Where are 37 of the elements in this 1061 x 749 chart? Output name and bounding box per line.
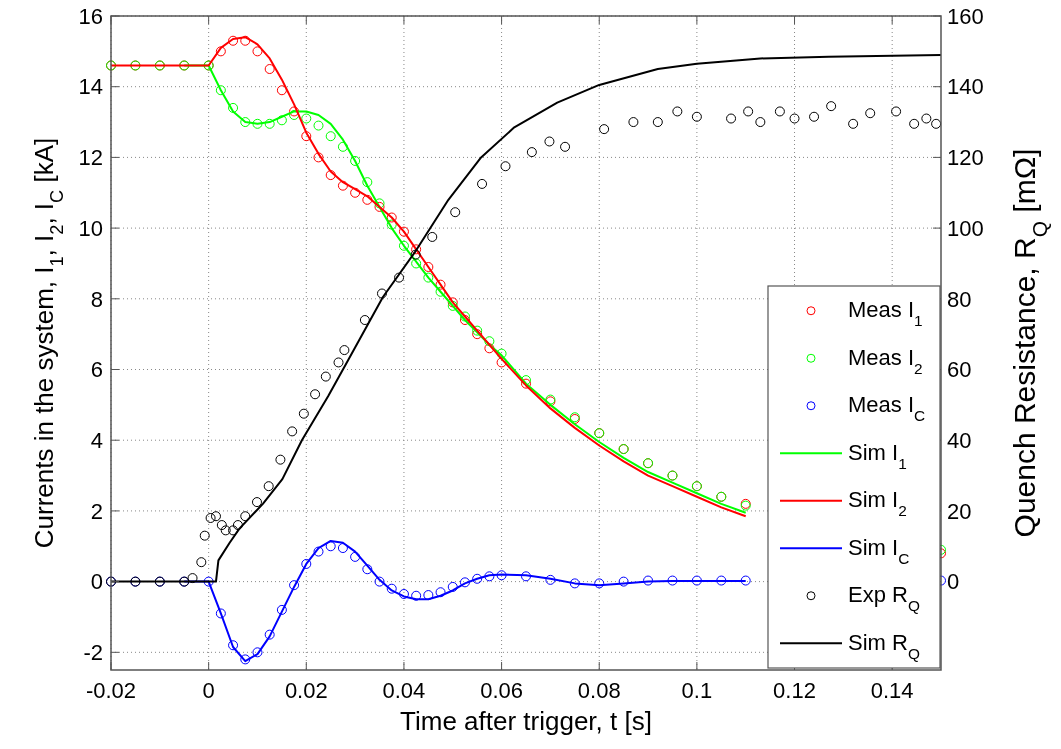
y-tick-label: 8 (90, 286, 103, 312)
y2-tick-label: 40 (947, 427, 972, 453)
x-tick-label: 0.1 (681, 678, 713, 703)
legend-label: Sim I$_{C}$ (848, 534, 910, 567)
legend-label: Meas I$_{1}$ (848, 297, 923, 329)
y2-tick-label: 20 (947, 498, 972, 524)
x-tick-label: 0.12 (773, 678, 816, 703)
x-axis-title: Time after trigger, t [s] (400, 706, 652, 736)
y2-tick-label: 0 (947, 569, 960, 595)
x-tick-label: 0 (202, 678, 215, 703)
legend-label: Sim I$_{1}$ (848, 439, 907, 472)
y-tick-label: 12 (78, 145, 103, 171)
x-tick-label: 0.14 (870, 678, 914, 703)
y2-tick-label: 160 (947, 3, 984, 29)
y-tick-label: 10 (78, 215, 103, 241)
y-tick-label: 6 (90, 357, 103, 383)
x-tick-label: 0.02 (284, 678, 328, 703)
legend-label: Exp R$_{Q}$ (848, 582, 920, 614)
y-tick-label: 2 (90, 498, 103, 524)
x-tick-label: -0.02 (85, 678, 137, 703)
y2-tick-label: 100 (947, 215, 984, 241)
y2-tick-label: 60 (947, 357, 972, 383)
x-tick-label: 0.06 (480, 678, 523, 703)
y-tick-label: 4 (90, 427, 103, 453)
legend-label: Meas I$_{2}$ (848, 344, 923, 377)
legend-label: Sim I$_{2}$ (848, 487, 907, 519)
y2-tick-label: 80 (947, 286, 972, 312)
y2-tick-label: 140 (947, 74, 984, 100)
legend-label: Meas I$_{C}$ (848, 392, 926, 424)
y-tick-label: -2 (83, 640, 103, 666)
x-tick-label: 0.04 (382, 678, 426, 703)
y-tick-label: 0 (90, 569, 103, 595)
y2-tick-label: 120 (947, 145, 984, 171)
y-tick-label: 14 (78, 74, 103, 100)
y-tick-label: 16 (78, 3, 103, 29)
legend-label: Sim R$_{Q}$ (848, 629, 920, 662)
x-tick-label: 0.08 (577, 678, 621, 703)
